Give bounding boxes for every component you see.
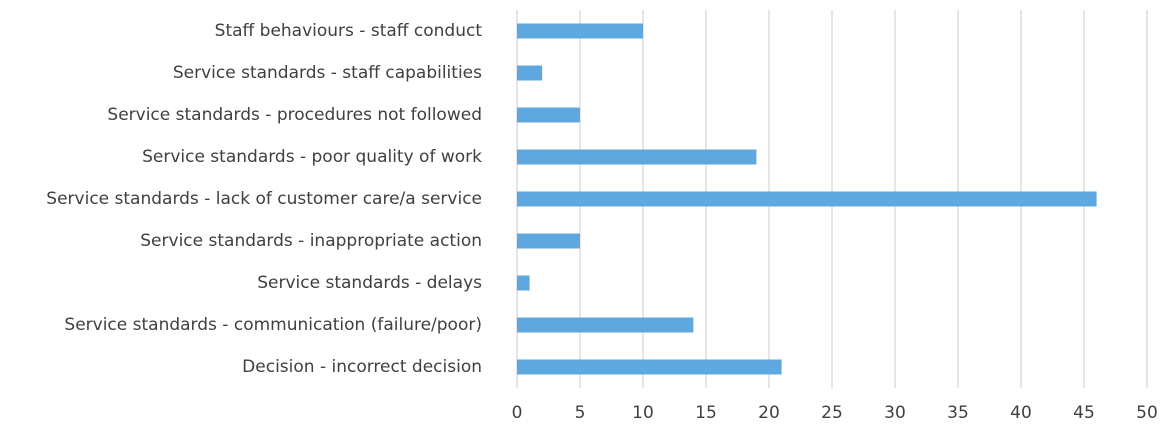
bar [517, 317, 694, 333]
bar [517, 233, 580, 249]
bar [517, 149, 757, 165]
x-tick-label: 45 [1073, 403, 1095, 423]
bar [517, 107, 580, 123]
x-tick-label: 5 [575, 403, 586, 423]
x-tick-label: 40 [1010, 403, 1032, 423]
bar [517, 275, 530, 291]
y-tick-label: Service standards - staff capabilities [173, 63, 482, 83]
y-tick-label: Service standards - lack of customer car… [46, 189, 482, 209]
x-tick-label: 20 [758, 403, 780, 423]
x-tick-label: 15 [695, 403, 717, 423]
x-tick-label: 50 [1136, 403, 1158, 423]
bar [517, 359, 782, 375]
y-tick-label: Service standards - delays [257, 273, 482, 293]
y-tick-label: Service standards - procedures not follo… [107, 105, 482, 125]
y-tick-label: Staff behaviours - staff conduct [215, 21, 483, 41]
x-tick-label: 10 [632, 403, 654, 423]
bar [517, 23, 643, 39]
x-tick-label: 0 [512, 403, 523, 423]
y-tick-label: Service standards - inappropriate action [140, 231, 482, 251]
x-tick-label: 30 [884, 403, 906, 423]
bar [517, 65, 543, 81]
y-tick-label: Service standards - poor quality of work [142, 147, 482, 167]
x-tick-label: 25 [821, 403, 843, 423]
y-tick-label: Decision - incorrect decision [242, 357, 482, 377]
x-tick-label: 35 [947, 403, 969, 423]
y-tick-label: Service standards - communication (failu… [64, 315, 482, 335]
bar [517, 191, 1097, 207]
